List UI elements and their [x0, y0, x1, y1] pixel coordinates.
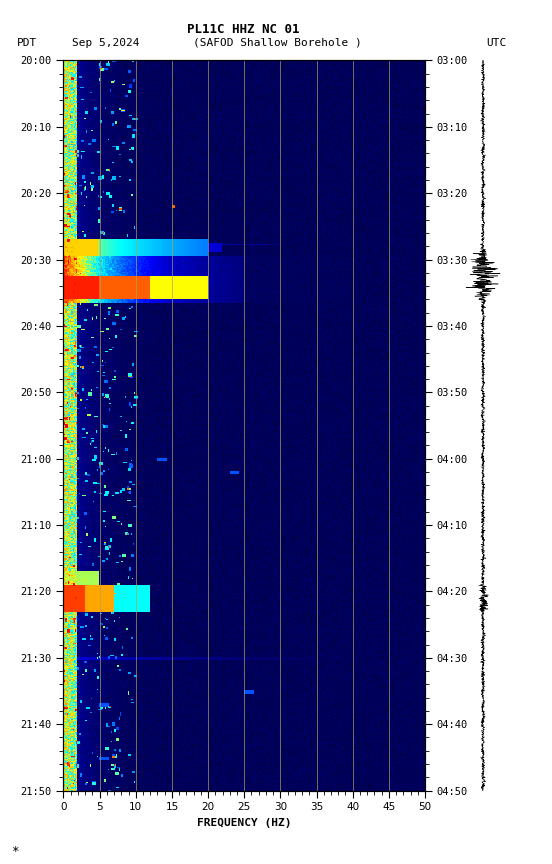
Text: *: * [11, 845, 19, 858]
Text: (SAFOD Shallow Borehole ): (SAFOD Shallow Borehole ) [193, 37, 362, 48]
Text: PL11C HHZ NC 01: PL11C HHZ NC 01 [187, 23, 299, 36]
X-axis label: FREQUENCY (HZ): FREQUENCY (HZ) [197, 818, 291, 828]
Text: PDT: PDT [17, 37, 37, 48]
Text: UTC: UTC [486, 37, 506, 48]
Text: Sep 5,2024: Sep 5,2024 [72, 37, 139, 48]
